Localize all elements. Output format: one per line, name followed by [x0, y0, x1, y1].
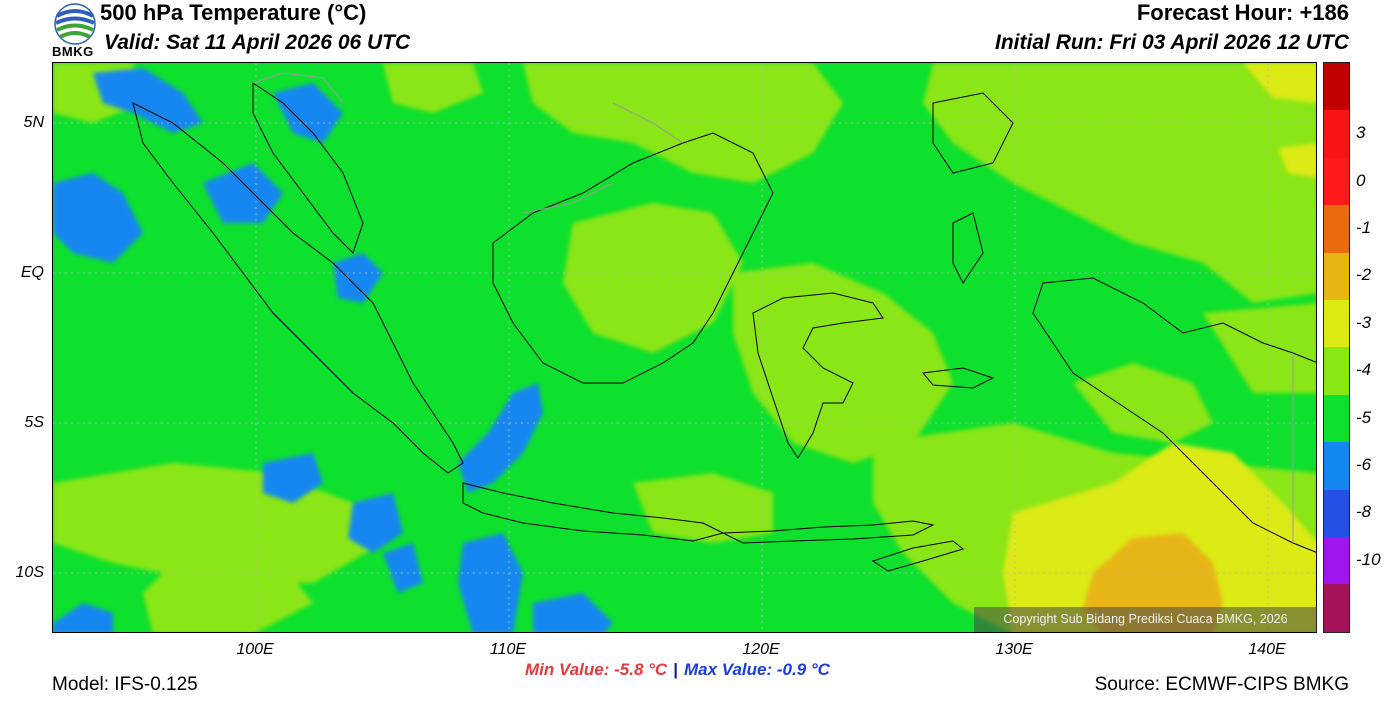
colorbar-swatch	[1324, 442, 1349, 490]
colorbar-swatch	[1324, 584, 1349, 632]
coast-java	[462, 482, 725, 542]
colorbar-swatch	[1324, 489, 1349, 538]
bmkg-logo	[52, 2, 98, 60]
colorbar-swatch	[1324, 252, 1349, 301]
coast-seram	[922, 367, 995, 389]
colorbar-label: -10	[1356, 549, 1381, 569]
temperature-map	[52, 62, 1317, 633]
colorbar-swatch	[1324, 394, 1349, 443]
colorbar-label: -6	[1356, 455, 1372, 475]
logo-text: BMKG	[52, 44, 94, 59]
colorbar-label: -4	[1356, 360, 1372, 380]
coastlines	[132, 82, 1316, 572]
y-tick-label: 10S	[15, 564, 44, 581]
colorbar-label: -3	[1356, 312, 1372, 332]
map-canvas	[53, 63, 1316, 632]
colorbar-swatch	[1324, 537, 1349, 585]
admin-borders	[252, 72, 1294, 543]
min-max-separator: |	[673, 660, 678, 679]
coast-sulawesi	[752, 292, 884, 459]
colorbar-swatch	[1324, 63, 1349, 111]
colorbar-swatch	[1324, 347, 1349, 395]
graticule	[53, 63, 1316, 632]
model-label: Model: IFS-0.125	[52, 674, 198, 695]
colorbar-swatch	[1324, 300, 1349, 348]
valid-time: Valid: Sat 11 April 2026 06 UTC	[104, 31, 411, 54]
y-tick-label: 5N	[23, 114, 44, 131]
source-label: Source: ECMWF-CIPS BMKG	[1094, 674, 1349, 695]
forecast-hour: Forecast Hour: +186	[1136, 0, 1349, 25]
coast-malaypeninsula	[252, 82, 364, 254]
coast-timor	[871, 540, 965, 572]
x-tick-label: 140E	[1248, 641, 1286, 658]
copyright-notice: Copyright Sub Bidang Prediksi Cuaca BMKG…	[974, 607, 1317, 632]
colorbar-label: 3	[1356, 123, 1366, 143]
initial-run: Initial Run: Fri 03 April 2026 12 UTC	[995, 31, 1349, 54]
colorbar	[1323, 62, 1350, 633]
colorbar-label: -2	[1356, 265, 1372, 285]
coast-mindanao	[932, 92, 1014, 174]
x-tick-label: 100E	[236, 641, 274, 658]
field-cool-zones	[53, 68, 613, 632]
x-tick-label: 120E	[742, 641, 780, 658]
coast-newguinea	[1032, 277, 1316, 553]
colorbar-label: -1	[1356, 217, 1372, 237]
min-max-values: Min Value: -5.8 °C | Max Value: -0.9 °C	[525, 660, 830, 680]
coast-nusatenggara	[722, 520, 935, 544]
max-value: Max Value: -0.9 °C	[683, 660, 830, 679]
min-value: Min Value: -5.8 °C	[525, 660, 668, 679]
colorbar-label: -8	[1356, 502, 1372, 522]
colorbar-swatch	[1324, 157, 1349, 206]
colorbar-label: -5	[1356, 407, 1372, 427]
map-title: 500 hPa Temperature (°C)	[100, 0, 367, 25]
coast-sumatra	[132, 102, 464, 474]
y-tick-label: EQ	[20, 264, 44, 281]
y-tick-label: 5S	[24, 414, 44, 431]
x-tick-label: 110E	[489, 641, 527, 658]
colorbar-label: 0	[1356, 170, 1366, 190]
coast-borneo	[492, 132, 774, 384]
colorbar-swatch	[1324, 110, 1349, 158]
colorbar-swatch	[1324, 205, 1349, 253]
x-tick-label: 130E	[995, 641, 1033, 658]
coast-halmahera	[952, 212, 984, 284]
